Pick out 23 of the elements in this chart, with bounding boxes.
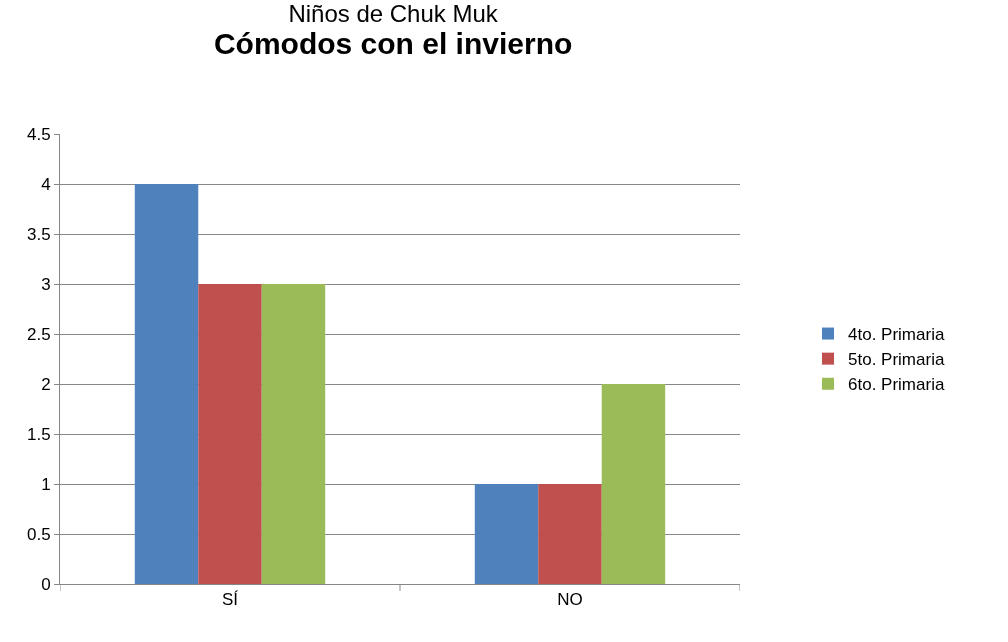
legend-label: 4to. Primaria: [848, 325, 945, 345]
bar: [538, 484, 602, 584]
y-tick-label: 1.5: [26, 424, 51, 444]
chart-title: Niños de Chuk Muk: [288, 0, 499, 28]
bar: [474, 484, 539, 584]
bar: [134, 184, 199, 584]
y-tick-label: 4: [41, 174, 51, 194]
y-tick-label: 0.5: [26, 524, 51, 544]
legend-label: 6to. Primaria: [848, 375, 945, 395]
y-tick-label: 3: [41, 274, 51, 294]
y-tick-label: 1: [41, 474, 51, 494]
legend-label: 5to. Primaria: [848, 350, 945, 370]
y-tick-label: 4.5: [26, 124, 51, 144]
bar: [601, 384, 666, 584]
x-tick-label: SÍ: [221, 590, 239, 610]
chart-subtitle: Cómodos con el invierno: [213, 26, 573, 60]
x-tick-label: NO: [557, 590, 583, 610]
bar: [261, 284, 326, 584]
y-tick-label: 2: [41, 374, 51, 394]
bar: [198, 284, 262, 584]
y-tick-label: 3.5: [26, 224, 51, 244]
y-tick-label: 0: [41, 574, 51, 594]
y-tick-label: 2.5: [26, 324, 51, 344]
